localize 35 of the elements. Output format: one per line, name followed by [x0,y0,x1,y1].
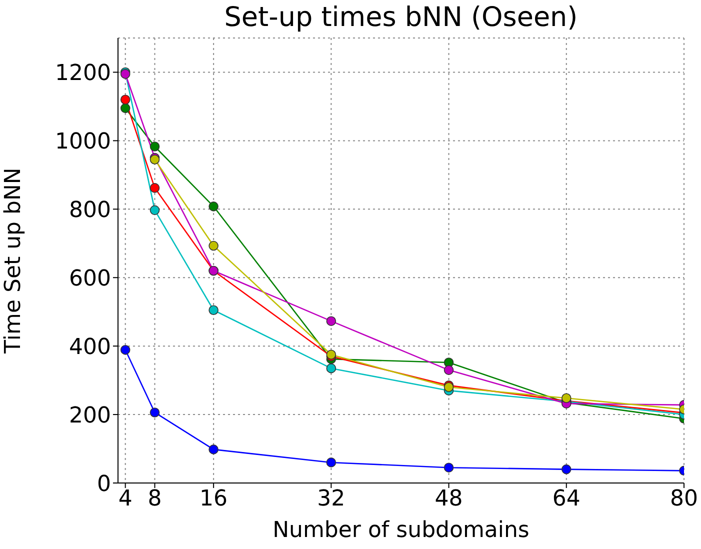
y-tick-label: 1000 [55,130,111,154]
y-tick-label: 200 [69,403,111,428]
point [444,365,454,375]
point [326,458,336,468]
point [120,94,130,105]
x-axis-title: Number of subdomains [272,518,530,543]
point [326,363,336,374]
x-tick-label: 32 [317,486,346,512]
point [208,202,218,212]
y-axis-title: Time Set up bNN [0,168,26,354]
point [561,464,572,474]
x-tick-label: 64 [552,486,580,512]
y-tick-label: 600 [69,266,111,292]
y-tick-label: 1200 [55,61,111,86]
point [208,444,218,454]
x-tick-label: 16 [200,486,228,512]
x-tick-label: 4 [118,486,132,512]
point [150,142,160,152]
point [208,240,218,251]
y-tick-label: 0 [97,472,111,497]
point [326,316,336,326]
y-tick-label: 400 [69,334,111,360]
point [120,344,130,355]
point [150,205,160,216]
x-tick-label: 8 [148,486,162,512]
point [120,103,130,114]
x-tick-label: 80 [670,486,698,512]
y-tick-label: 800 [69,198,111,223]
point [150,408,160,418]
x-tick-label: 48 [434,486,463,512]
point [561,393,572,404]
point [444,462,454,472]
point [150,183,160,193]
chart-title: Set-up times bNN (Oseen) [223,1,579,35]
point [208,305,218,316]
